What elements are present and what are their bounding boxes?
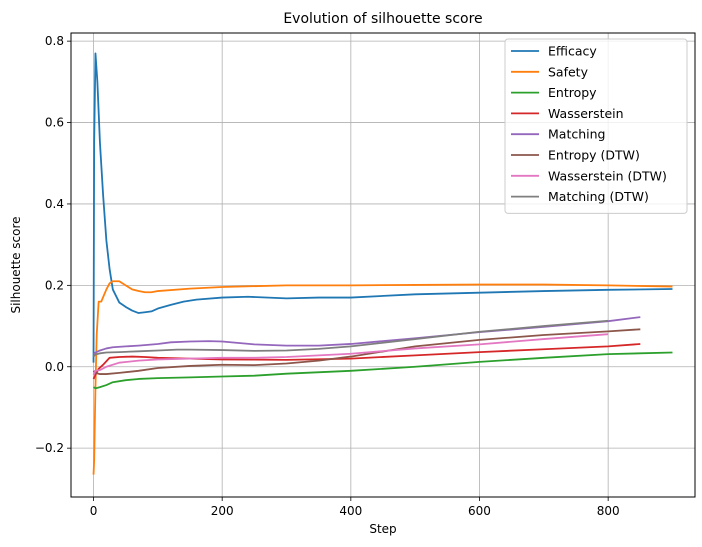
x-tick-label: 0 <box>90 504 98 518</box>
legend-label: Safety <box>548 64 589 79</box>
series-line-safety <box>92 280 673 475</box>
x-tick-label: 600 <box>468 504 491 518</box>
legend-label: Wasserstein <box>548 106 624 121</box>
series-line-wasserstein-dtw <box>92 333 609 376</box>
legend: Efficacy Safety Entropy Wasserstein Matching… <box>504 38 688 214</box>
x-tick-label: 200 <box>211 504 234 518</box>
legend-label: Wasserstein (DTW) <box>548 168 667 183</box>
legend-label: Matching (DTW) <box>548 189 649 204</box>
y-tick-label: −0.2 <box>35 441 64 455</box>
y-tick-label: 0.8 <box>45 34 64 48</box>
plot-frame <box>70 32 696 498</box>
x-axis-label: Step <box>369 522 396 536</box>
series-line-matching-dtw <box>92 319 609 358</box>
x-axis: 0 200 400 600 800 <box>90 497 620 518</box>
legend-box <box>504 38 688 214</box>
chart-title: Evolution of silhouette score <box>283 11 482 27</box>
x-tick-label: 400 <box>339 504 362 518</box>
y-tick-label: 0.2 <box>45 278 64 292</box>
legend-label: Entropy <box>548 85 597 100</box>
y-tick-label: 0.0 <box>45 360 64 374</box>
legend-label: Efficacy <box>548 44 597 59</box>
y-tick-label: 0.4 <box>45 197 64 211</box>
series-line-entropy <box>93 351 673 390</box>
legend-label: Matching <box>548 127 605 142</box>
series-line-efficacy <box>92 52 673 363</box>
y-tick-label: 0.6 <box>45 116 64 130</box>
x-tick-label: 800 <box>597 504 620 518</box>
legend-label: Entropy (DTW) <box>548 148 640 163</box>
series-lines <box>92 52 673 475</box>
y-axis-label: Silhouette score <box>9 216 23 313</box>
series-line-entropy-dtw <box>92 328 641 375</box>
y-axis: −0.2 0.0 0.2 0.4 0.6 0.8 <box>35 34 71 455</box>
